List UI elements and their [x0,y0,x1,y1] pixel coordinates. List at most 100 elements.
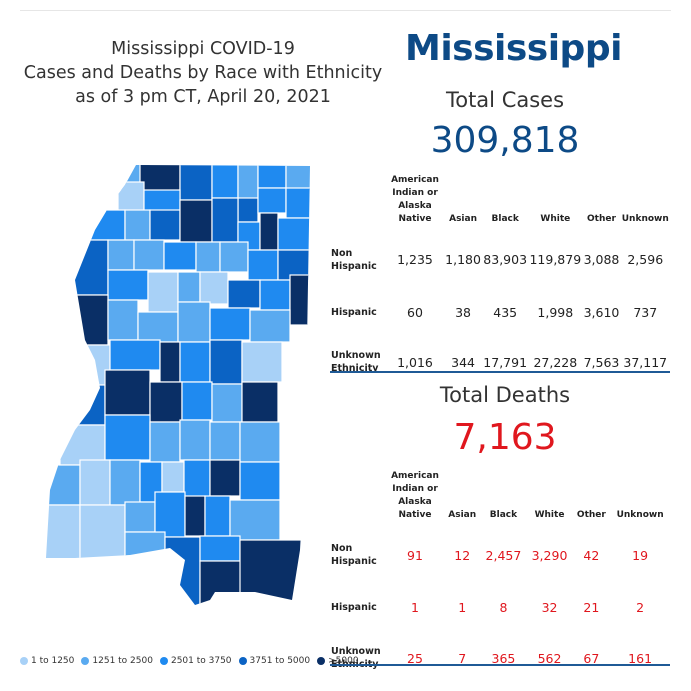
county [104,369,151,416]
state-name: Mississippi [405,28,622,69]
table-cell: 25 [407,650,423,666]
county [46,464,81,506]
table-cell: 1,235 [397,252,433,267]
cases-col-white: White [540,214,571,224]
county [209,459,241,497]
table-cell: 737 [633,304,658,320]
table-row: Unknown Ethnicity 25 7 365 562 67 161 [330,632,670,684]
legend-label: 1 to 1250 [31,656,75,666]
county [107,239,135,271]
table-cell: 161 [628,650,653,666]
county [239,461,281,501]
county [149,421,181,463]
county [69,239,109,296]
county [183,459,211,501]
county [177,271,201,303]
county [227,279,261,309]
county [89,209,126,241]
table-cell: 562 [537,650,562,666]
county [124,501,156,533]
county [143,189,181,213]
table-cell: 91 [407,547,423,563]
deaths-header-blank [330,470,386,528]
cases-col-unknown: Unknown [621,214,669,224]
deaths-col-other: Other [576,510,606,520]
row-label: Non Hispanic [331,247,377,272]
table-row: Hispanic 1 1 8 32 21 2 [330,582,670,632]
county [209,421,241,461]
county [241,381,279,423]
table-cell: 19 [632,547,649,563]
legend-swatch [159,657,168,665]
county [259,279,291,311]
table-cell: 2,457 [485,547,522,563]
table-cell: 7,563 [583,354,620,370]
county [163,241,197,271]
cases-header-blank [330,174,386,232]
table-cell: 42 [583,547,600,563]
map-legend: 1 to 1250 1251 to 2500 2501 to 3750 3751… [20,656,359,666]
county [199,271,229,305]
county [249,309,291,343]
county [149,381,183,423]
table-cell: 17,791 [483,354,528,370]
county [107,299,139,341]
cases-col-aian: American Indian or Alaska Native [391,175,439,224]
county [199,535,241,562]
county [149,209,181,241]
county [257,165,287,189]
county [139,165,181,193]
deaths-divider [330,664,670,666]
table-cell: 3,088 [583,252,620,267]
county [219,241,249,273]
legend-swatch [20,657,28,665]
legend-item: 1 to 1250 [20,656,74,666]
county [79,504,126,561]
table-cell: 27,228 [533,354,578,370]
cases-col-black: Black [491,214,519,224]
county [161,461,185,493]
legend-swatch [81,657,90,665]
county [79,459,111,506]
table-cell: 12 [454,547,471,563]
deaths-title: Total Deaths [439,383,571,407]
deaths-header-row: American Indian or Alaska Native Asian B… [330,470,670,528]
table-cell: 67 [583,650,600,666]
county [241,341,283,383]
legend-item: 2501 to 3750 [159,656,232,666]
mississippi-county-map [46,165,310,605]
county [164,536,201,605]
cases-col-asian: Asian [449,214,477,224]
county [177,301,211,343]
deaths-table: American Indian or Alaska Native Asian B… [330,470,670,684]
legend-label: >5000 [328,656,359,666]
county [109,459,141,506]
deaths-col-aian: American Indian or Alaska Native [391,471,439,520]
row-label: Hispanic [331,601,377,613]
row-label: Unknown Ethnicity [331,350,381,374]
table-cell: 3,610 [583,304,620,320]
county [209,339,243,385]
county [179,199,213,243]
table-cell: 37,117 [623,354,668,370]
table-cell: 1,016 [397,354,433,370]
county [133,239,165,271]
cases-col-other: Other [587,214,616,224]
county [181,381,213,421]
county [104,414,151,461]
deaths-col-white: White [534,510,565,520]
deaths-col-unknown: Unknown [616,510,664,520]
county [109,339,161,371]
map-title-line-1: Mississippi COVID-19 [111,39,295,59]
table-cell: 1,998 [537,304,574,320]
table-cell: 3,290 [531,547,568,563]
county [211,197,239,243]
row-label: Non Hispanic [331,543,377,567]
county [285,165,310,191]
legend-item: 1251 to 2500 [81,656,153,666]
map-title-line-3: as of 3 pm CT, April 20, 2021 [75,87,331,107]
county [179,341,211,383]
county [59,424,106,466]
county [259,212,279,251]
legend-item: 3751 to 5000 [238,656,310,666]
